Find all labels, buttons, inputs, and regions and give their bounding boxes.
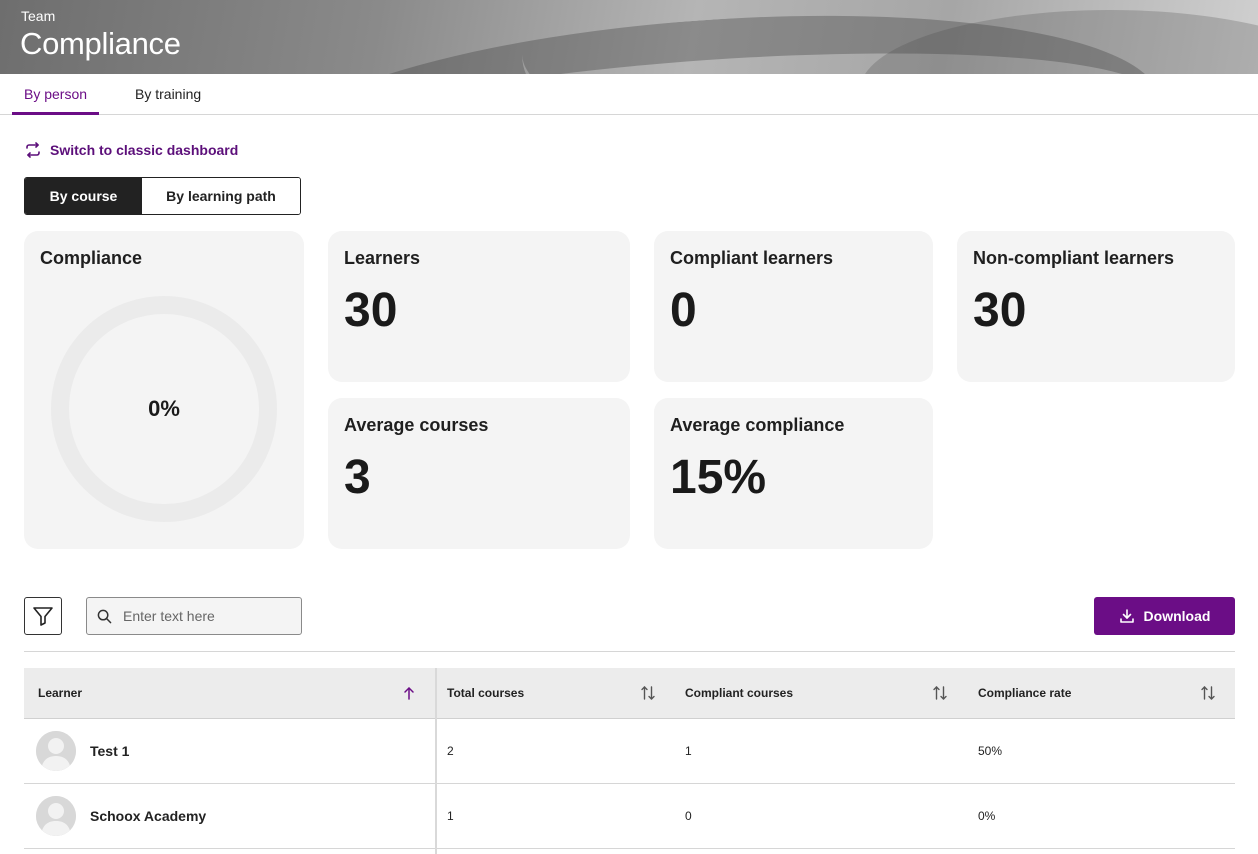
table-row[interactable]: Test 1 2 1 50% bbox=[24, 719, 1235, 784]
compliance-rate-cell: 50% bbox=[978, 744, 1003, 758]
user-avatar-icon bbox=[36, 731, 76, 771]
table-row[interactable]: Schoox Academy 1 0 0% bbox=[24, 784, 1235, 849]
compliance-card: Compliance 0% bbox=[24, 231, 304, 549]
compliance-rate-cell: 0% bbox=[978, 809, 996, 823]
compliance-card-title: Compliance bbox=[40, 248, 143, 268]
average-compliance-value: 15% bbox=[670, 451, 767, 504]
compliance-donut-chart bbox=[51, 296, 277, 522]
page-title: Compliance bbox=[20, 26, 181, 61]
toolbar-divider bbox=[24, 651, 1235, 652]
user-avatar-icon bbox=[36, 796, 76, 836]
swap-arrows-icon bbox=[26, 142, 40, 158]
average-compliance-title: Average compliance bbox=[670, 415, 845, 435]
non-compliant-learners-title: Non-compliant learners bbox=[973, 248, 1175, 268]
average-compliance-card: Average compliance 15% bbox=[654, 398, 933, 549]
avatar bbox=[36, 796, 76, 836]
avatar bbox=[36, 731, 76, 771]
filter-button[interactable] bbox=[24, 597, 62, 635]
column-header-total-courses[interactable]: Total courses bbox=[447, 686, 525, 700]
average-courses-card: Average courses 3 bbox=[328, 398, 630, 549]
download-icon bbox=[1119, 609, 1134, 623]
learners-table: Learner Total courses Compliant courses … bbox=[24, 668, 1235, 854]
non-compliant-learners-count: 30 bbox=[973, 284, 1027, 337]
sort-toggle-icon[interactable] bbox=[1200, 685, 1216, 701]
compliant-courses-cell: 0 bbox=[685, 809, 692, 823]
column-header-compliance-rate[interactable]: Compliance rate bbox=[978, 686, 1072, 700]
non-compliant-learners-card: Non-compliant learners 30 bbox=[957, 231, 1235, 382]
donut-track bbox=[51, 296, 277, 522]
download-button[interactable]: Download bbox=[1094, 597, 1235, 635]
search-box bbox=[86, 597, 302, 635]
sort-toggle-icon[interactable] bbox=[640, 685, 656, 701]
compliant-learners-count: 0 bbox=[670, 284, 697, 337]
switch-link-label: Switch to classic dashboard bbox=[50, 142, 239, 158]
download-button-label: Download bbox=[1143, 608, 1211, 624]
by-learning-path-button[interactable]: By learning path bbox=[142, 178, 300, 214]
compliant-courses-cell: 1 bbox=[685, 744, 692, 758]
by-course-button[interactable]: By course bbox=[25, 178, 142, 214]
average-courses-title: Average courses bbox=[344, 415, 489, 435]
compliant-learners-card: Compliant learners 0 bbox=[654, 231, 933, 382]
header-subtitle: Team bbox=[21, 8, 56, 24]
compliance-percentage: 0% bbox=[148, 396, 180, 421]
learners-card-title: Learners bbox=[344, 248, 421, 268]
filter-icon bbox=[33, 607, 53, 626]
tab-by-training[interactable]: By training bbox=[135, 86, 202, 102]
total-courses-cell: 1 bbox=[447, 809, 454, 823]
view-tabs: By person By training bbox=[0, 74, 1258, 115]
average-courses-value: 3 bbox=[344, 451, 371, 504]
course-path-toggle: By course By learning path bbox=[24, 177, 301, 215]
switch-classic-dashboard-link[interactable]: Switch to classic dashboard bbox=[25, 141, 238, 159]
sort-toggle-icon[interactable] bbox=[932, 685, 948, 701]
column-header-learner[interactable]: Learner bbox=[38, 686, 83, 700]
learners-card: Learners 30 bbox=[328, 231, 630, 382]
column-resize-handle[interactable] bbox=[435, 668, 437, 854]
search-input[interactable] bbox=[123, 598, 293, 634]
search-icon bbox=[97, 609, 112, 624]
learner-name[interactable]: Test 1 bbox=[90, 743, 130, 759]
compliant-learners-title: Compliant learners bbox=[670, 248, 834, 268]
learner-name[interactable]: Schoox Academy bbox=[90, 808, 207, 824]
table-header: Learner Total courses Compliant courses … bbox=[24, 668, 1235, 719]
column-header-compliant-courses[interactable]: Compliant courses bbox=[685, 686, 794, 700]
total-courses-cell: 2 bbox=[447, 744, 454, 758]
sort-ascending-icon[interactable] bbox=[402, 685, 416, 701]
page-header-banner: Team Compliance bbox=[0, 0, 1258, 74]
tab-by-person[interactable]: By person bbox=[11, 74, 100, 115]
learners-count: 30 bbox=[344, 284, 398, 337]
